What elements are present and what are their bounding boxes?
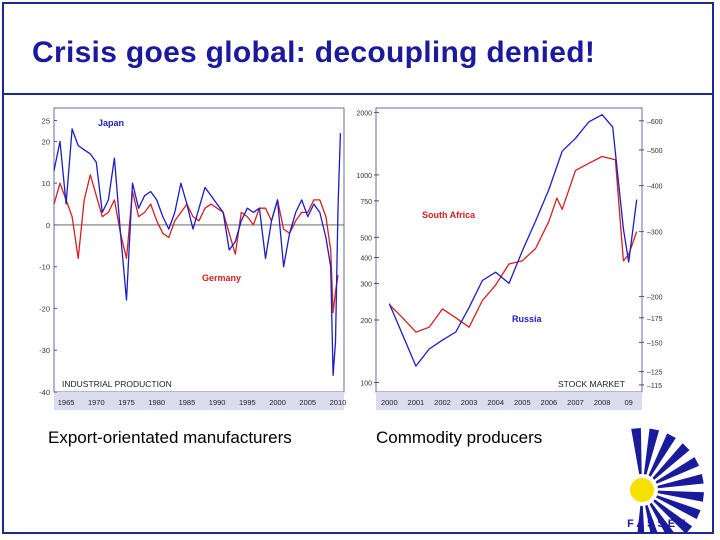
slide-title: Crisis goes global: decoupling denied! — [32, 36, 596, 69]
chart1-ytick-label: 20 — [42, 137, 50, 146]
chart2-title: STOCK MARKET — [558, 379, 625, 389]
chart2-series-russia — [388, 114, 638, 367]
logo-ray — [656, 495, 701, 520]
chart1-ytick-label: -30 — [39, 346, 50, 355]
logo-ray — [649, 502, 675, 533]
logo-ray — [637, 505, 645, 533]
fasset-logo: F A S S E T — [627, 428, 704, 533]
chart2-label-south-africa: South Africa — [422, 210, 476, 220]
caption-commodity: Commodity producers — [376, 428, 543, 447]
chart2-right-tick-label: –115 — [647, 383, 662, 390]
chart2-series-south-africa — [388, 155, 638, 333]
chart2-label-russia: Russia — [512, 314, 543, 324]
chart1-xtick-label: 1965 — [58, 398, 75, 407]
chart1-label-japan: Japan — [98, 118, 124, 128]
chart1-xtick-label: 2000 — [269, 398, 286, 407]
chart2-right-tick-label: –200 — [647, 294, 663, 301]
chart1-ytick-label: -20 — [39, 304, 50, 313]
slide-frame — [2, 2, 714, 534]
chart2-xtick-label: 2007 — [567, 398, 584, 407]
chart1-xtick-label: 1975 — [118, 398, 135, 407]
chart2-xtick-label: 2004 — [487, 398, 504, 407]
chart2-right-tick-label: –175 — [647, 316, 663, 323]
logo-ray — [645, 505, 658, 533]
chart2-left-tick-label: 100 — [360, 381, 372, 388]
chart1-xtick-label: 2010 — [330, 398, 347, 407]
logo-ray — [648, 433, 676, 477]
chart2-right-tick-label: –125 — [647, 370, 663, 377]
chart2-xtick-label: 2001 — [408, 398, 425, 407]
chart2-xtick-label: 2003 — [461, 398, 478, 407]
title-rule — [4, 93, 712, 95]
logo-ray — [655, 457, 700, 484]
logo-rays — [631, 428, 704, 533]
chart1-label-germany: Germany — [202, 273, 241, 283]
logo-ray — [653, 499, 693, 533]
chart1-xtick-label: 1970 — [88, 398, 105, 407]
chart2-left-tick-label: 750 — [360, 199, 372, 206]
chart2-right-tick-label: –600 — [647, 119, 663, 126]
logo-sun — [630, 478, 654, 502]
chart2-left-tick-label: 200 — [360, 318, 372, 325]
chart2-xtick-label: 09 — [625, 398, 633, 407]
caption-manufacturers: Export-orientated manufacturers — [48, 428, 292, 447]
chart2-background — [346, 104, 668, 414]
chart1-series-japan — [53, 128, 342, 376]
stock-market-chart: 2000 1000 750 500 400 300 200 100 –600 –500 –400 –… — [346, 104, 668, 414]
logo-ray — [657, 474, 704, 489]
chart1-title: INDUSTRIAL PRODUCTION — [62, 379, 172, 389]
chart2-right-tick-label: –500 — [647, 148, 663, 155]
logo-wordmark: F A S S E T — [627, 518, 685, 530]
chart2-xtick-label: 2002 — [434, 398, 451, 407]
chart1-ytick-label: -10 — [39, 263, 50, 272]
chart2-left-tick-label: 500 — [360, 235, 372, 242]
chart2-xtick-label: 2005 — [514, 398, 531, 407]
chart1-xaxis-band — [54, 392, 344, 410]
chart2-xaxis-band — [376, 392, 642, 410]
chart1-xtick-label: 1980 — [148, 398, 165, 407]
chart2-right-tick-label: –300 — [647, 230, 663, 237]
chart2-left-tick-label: 1000 — [356, 173, 372, 180]
logo-ray — [657, 490, 704, 502]
logo-ray — [652, 443, 690, 480]
chart1-xtick-label: 1995 — [239, 398, 256, 407]
chart2-xtick-label: 2000 — [381, 398, 398, 407]
chart2-left-tick-label: 300 — [360, 281, 372, 288]
chart1-ytick-label: 10 — [42, 179, 50, 188]
chart1-xtick-label: 1990 — [209, 398, 226, 407]
chart1-ytick-label: 0 — [46, 221, 50, 230]
logo-ray — [643, 428, 660, 475]
chart1-xtick-label: 2005 — [299, 398, 316, 407]
chart2-right-tick-label: –150 — [647, 340, 663, 347]
chart1-series-germany — [53, 174, 339, 314]
chart2-xtick-label: 2006 — [541, 398, 558, 407]
chart1-xtick-label: 1985 — [179, 398, 196, 407]
chart2-right-tick-label: –400 — [647, 184, 663, 191]
chart2-left-tick-label: 2000 — [356, 110, 372, 117]
chart2-xtick-label: 2008 — [594, 398, 611, 407]
chart1-ytick-label: 25 — [42, 117, 50, 126]
chart1-ytick-label: -40 — [39, 388, 50, 397]
chart2-left-tick-label: 400 — [360, 256, 372, 263]
logo-ray — [631, 428, 642, 475]
chart1-background — [30, 104, 348, 414]
